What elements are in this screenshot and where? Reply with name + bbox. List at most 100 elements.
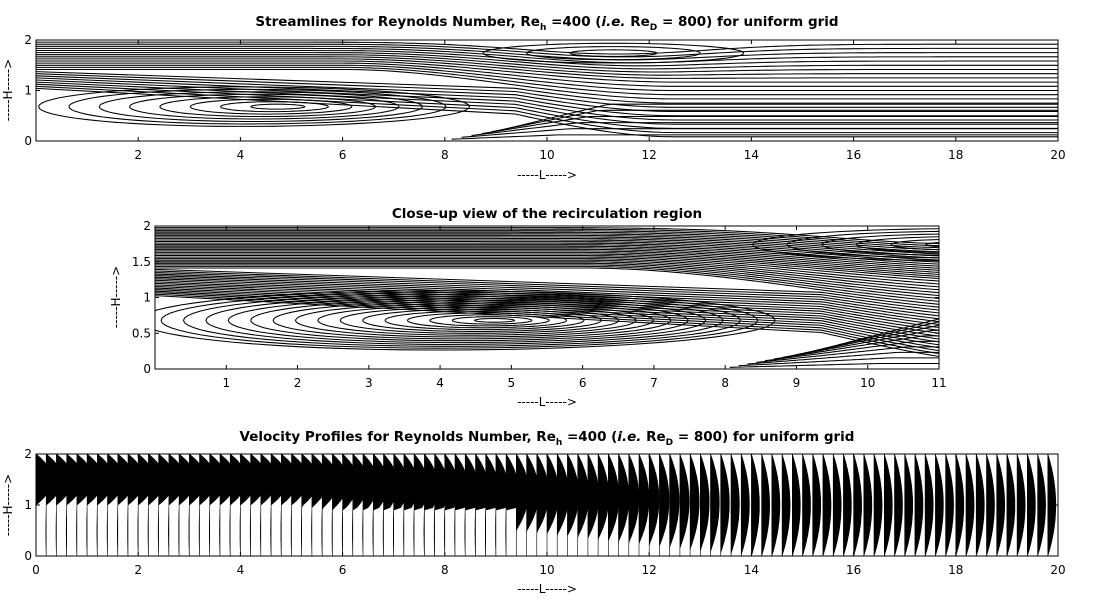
velocity-profile: [567, 454, 579, 556]
streamline: [36, 79, 1058, 121]
panel3-title: Velocity Profiles for Reynolds Number, R…: [240, 429, 855, 448]
streamline: [155, 273, 939, 317]
panel1-title: Streamlines for Reynolds Number, Reh =40…: [255, 14, 838, 33]
streamline: [155, 256, 939, 285]
streamline: [36, 41, 1058, 55]
panel2-ylabel: -----H----->: [109, 266, 123, 328]
velocity-profile: [884, 454, 893, 556]
velocity-field: [36, 454, 1058, 556]
streamline-panel-full: Streamlines for Reynolds Number, Reh =40…: [1, 14, 1066, 182]
velocity-profile: [935, 454, 944, 556]
velocity-profile: [730, 454, 740, 556]
velocity-profile: [751, 454, 760, 556]
velocity-profile: [628, 454, 640, 556]
y-tick-label: 1: [143, 291, 151, 305]
velocity-profile: [996, 454, 1005, 556]
vortex-loop: [129, 93, 400, 120]
streamline: [36, 68, 1058, 100]
streamline: [36, 43, 1058, 58]
vortex-loop: [362, 308, 602, 333]
vortex-loop: [429, 314, 550, 327]
y-tick-label: 1.5: [132, 255, 151, 269]
vortex-loop: [752, 228, 939, 261]
x-tick-label: 14: [744, 148, 759, 162]
panel3-ylabel: -----H----->: [1, 474, 15, 536]
velocity-profile: [812, 454, 822, 556]
y-tick-label: 0: [24, 134, 32, 148]
vortex-loop: [227, 297, 707, 344]
streamline: [36, 66, 1058, 96]
velocity-profile: [740, 454, 750, 556]
x-tick-label: 12: [642, 148, 657, 162]
x-tick-label: 7: [650, 376, 658, 390]
velocity-profile: [659, 454, 670, 556]
velocity-profile: [556, 454, 570, 556]
streamline: [155, 251, 939, 278]
velocity-profile: [792, 454, 801, 556]
velocity-profile: [679, 454, 690, 556]
vortex-loop: [68, 88, 447, 125]
x-tick-label: 10: [539, 148, 554, 162]
vortex-loop: [38, 86, 471, 127]
vortex-loop: [406, 312, 568, 329]
streamline: [764, 340, 939, 362]
streamline: [729, 362, 939, 368]
x-tick-label: 6: [339, 148, 347, 162]
velocity-profile: [802, 454, 811, 556]
panel2-title: Close-up view of the recirculation regio…: [392, 206, 702, 222]
vortex-loop: [925, 241, 939, 248]
axes-frame: [35, 453, 1059, 557]
streamline: [155, 282, 939, 334]
streamline: [773, 335, 939, 360]
streamline: [155, 278, 939, 326]
panel1-ylabel: -----H----->: [1, 59, 15, 121]
x-tick-label: 10: [860, 376, 875, 390]
vortex-loop: [294, 303, 654, 338]
vortex-loop: [526, 46, 701, 61]
streamline: [155, 247, 939, 271]
streamline: [36, 85, 1058, 134]
streamline: [155, 237, 939, 259]
streamline: [36, 56, 1058, 76]
velocity-profile: [1016, 454, 1026, 556]
velocity-profile: [955, 454, 965, 556]
velocity-profile: [648, 454, 660, 556]
x-tick-label: 10: [539, 563, 554, 577]
streamline: [155, 264, 939, 300]
streamline: [155, 240, 939, 263]
velocity-profile: [986, 454, 995, 556]
x-tick-label: 2: [294, 376, 302, 390]
streamline: [36, 75, 1058, 113]
vortex-loop: [482, 42, 745, 64]
velocity-profile: [710, 454, 720, 556]
streamline: [155, 270, 939, 311]
streamline: [155, 244, 939, 267]
streamline: [738, 357, 939, 367]
streamline: [155, 293, 939, 355]
velocity-profile: [1057, 454, 1058, 556]
x-tick-label: 8: [441, 148, 449, 162]
vortex-loop: [569, 49, 658, 57]
velocity-profile: [608, 454, 620, 556]
streamline: [501, 103, 1058, 131]
streamline: [461, 128, 1058, 138]
streamline: [36, 71, 1058, 104]
streamline: [155, 259, 939, 291]
vortex-loop: [250, 299, 689, 342]
x-tick-label: 6: [579, 376, 587, 390]
x-tick-label: 12: [642, 563, 657, 577]
streamline: [481, 115, 1058, 135]
axes-frame: [154, 225, 940, 370]
streamline: [155, 250, 939, 275]
velocity-profile: [1037, 454, 1046, 556]
velocity-profile: [761, 454, 771, 556]
streamline: [155, 261, 939, 294]
streamline: [155, 286, 939, 340]
velocity-profile: [853, 454, 862, 556]
streamline: [36, 64, 1058, 92]
velocity-profile: [843, 454, 852, 556]
panel1-xlabel: -----L----->: [517, 168, 577, 182]
streamline: [36, 73, 1058, 108]
y-tick-label: 2: [24, 447, 32, 461]
streamline: [155, 254, 939, 282]
